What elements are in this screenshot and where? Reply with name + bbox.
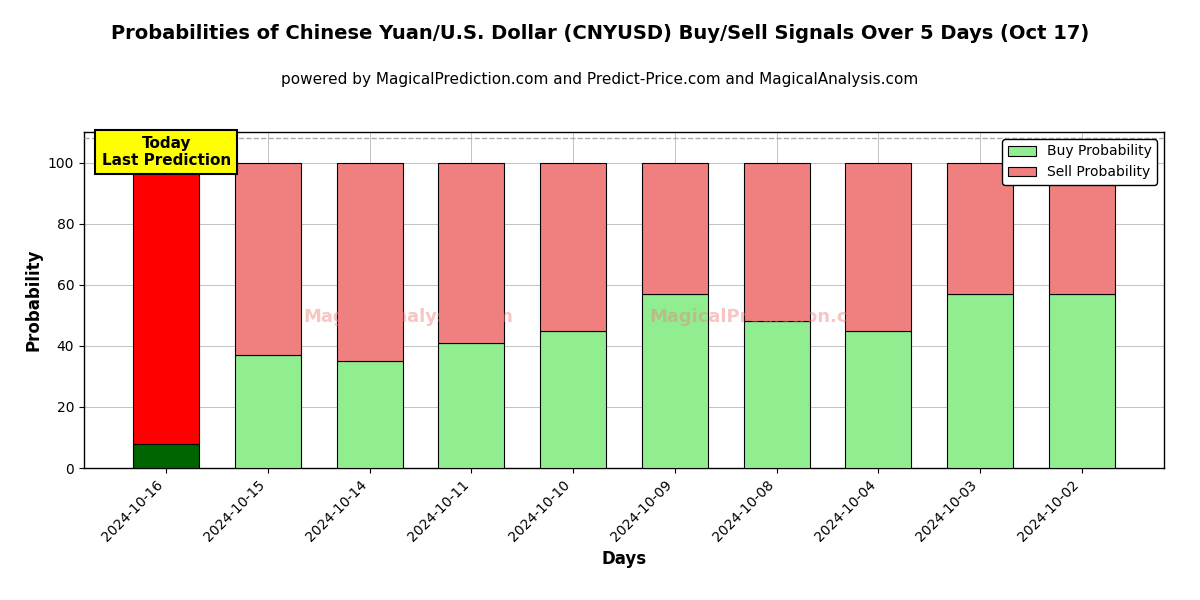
Bar: [540, 163, 606, 331]
Bar: [1049, 294, 1115, 468]
Bar: [642, 163, 708, 294]
X-axis label: Days: Days: [601, 550, 647, 568]
Bar: [438, 163, 504, 343]
Bar: [540, 331, 606, 468]
Bar: [235, 355, 301, 468]
Bar: [744, 322, 810, 468]
Bar: [1049, 163, 1115, 294]
Bar: [845, 163, 912, 331]
Bar: [235, 163, 301, 355]
Bar: [642, 294, 708, 468]
Text: Probabilities of Chinese Yuan/U.S. Dollar (CNYUSD) Buy/Sell Signals Over 5 Days : Probabilities of Chinese Yuan/U.S. Dolla…: [110, 24, 1090, 43]
Bar: [744, 163, 810, 322]
Bar: [947, 294, 1013, 468]
Bar: [947, 163, 1013, 294]
Bar: [438, 343, 504, 468]
Y-axis label: Probability: Probability: [24, 249, 42, 351]
Bar: [133, 163, 199, 443]
Text: MagicalAnalysis.com: MagicalAnalysis.com: [304, 308, 512, 326]
Legend: Buy Probability, Sell Probability: Buy Probability, Sell Probability: [1002, 139, 1157, 185]
Text: Today
Last Prediction: Today Last Prediction: [102, 136, 230, 168]
Text: MagicalPrediction.com: MagicalPrediction.com: [649, 308, 880, 326]
Bar: [133, 443, 199, 468]
Text: powered by MagicalPrediction.com and Predict-Price.com and MagicalAnalysis.com: powered by MagicalPrediction.com and Pre…: [281, 72, 919, 87]
Bar: [336, 361, 403, 468]
Bar: [336, 163, 403, 361]
Bar: [845, 331, 912, 468]
